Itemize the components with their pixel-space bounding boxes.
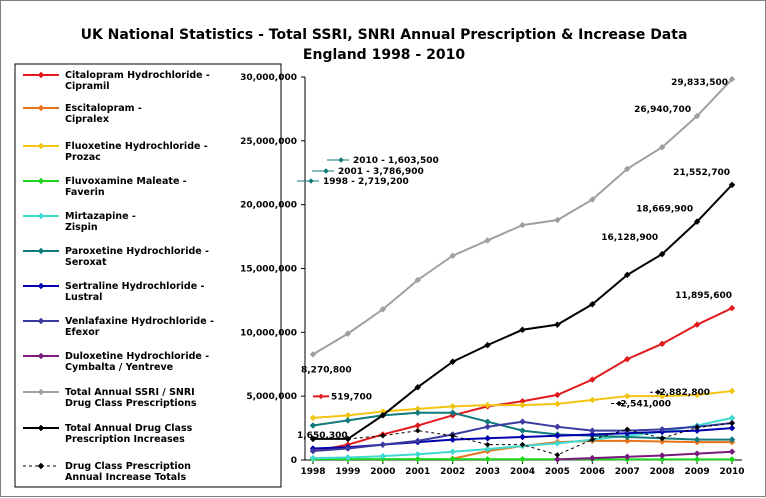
data-point xyxy=(659,453,665,459)
x-tick-label: 2007 xyxy=(615,467,640,477)
data-point xyxy=(520,456,526,462)
annotation-marker xyxy=(309,179,314,184)
data-point xyxy=(729,456,735,462)
chart-subtitle: England 1998 - 2010 xyxy=(303,47,465,63)
chart-title: UK National Statistics - Total SSRI, SNR… xyxy=(81,27,688,43)
annotation-label: 2,882,800 xyxy=(659,388,710,398)
data-point xyxy=(485,237,491,243)
series-group xyxy=(310,76,735,462)
annotation-label: 26,940,700 xyxy=(634,105,691,115)
series-10 xyxy=(310,76,735,357)
x-tick-label: 2010 xyxy=(719,467,744,477)
data-point xyxy=(450,449,456,455)
annotation-label: 1998 - 2,719,200 xyxy=(323,177,409,187)
data-point xyxy=(554,392,560,398)
x-tick-label: 2006 xyxy=(580,467,605,477)
axes: 0 5,000,000 10,000,000 15,000,000 20,000,000… xyxy=(240,73,744,477)
data-point xyxy=(345,417,351,423)
data-point xyxy=(729,449,735,455)
data-point xyxy=(520,222,526,228)
data-point xyxy=(555,452,560,457)
annotation-marker xyxy=(324,169,329,174)
data-point xyxy=(450,403,456,409)
x-tick-label: 2000 xyxy=(370,467,395,477)
data-point xyxy=(380,442,386,448)
data-point xyxy=(624,393,630,399)
annotation-label: 21,552,700 xyxy=(673,168,730,178)
data-point xyxy=(415,451,421,457)
data-point xyxy=(554,424,560,430)
annotation-label: 29,833,500 xyxy=(671,78,728,88)
annotation-marker xyxy=(319,394,324,399)
data-point xyxy=(310,423,316,429)
data-point xyxy=(694,456,700,462)
annotation-marker xyxy=(339,158,344,163)
data-point xyxy=(520,402,526,408)
x-tick-label: 1999 xyxy=(335,467,360,477)
series-line xyxy=(313,79,732,354)
data-point xyxy=(485,442,490,447)
data-point xyxy=(589,397,595,403)
data-point xyxy=(694,451,700,457)
y-tick-label: 15,000,000 xyxy=(240,265,297,275)
data-point xyxy=(415,410,421,416)
x-tick-label: 2005 xyxy=(545,467,570,477)
y-tick-label: 25,000,000 xyxy=(240,137,297,147)
data-point xyxy=(450,456,456,462)
data-point xyxy=(589,428,595,434)
data-point xyxy=(415,428,420,433)
annotation-label: 2010 - 1,603,500 xyxy=(353,156,439,166)
annotation-label: 2001 - 3,786,900 xyxy=(338,167,424,177)
annotation-label: 11,895,600 xyxy=(675,291,732,301)
data-point xyxy=(520,434,526,440)
data-point xyxy=(485,435,491,441)
x-tick-label: 2003 xyxy=(475,467,500,477)
x-tick-label: 2001 xyxy=(405,467,430,477)
data-point xyxy=(520,428,526,434)
x-tick-label: 2009 xyxy=(685,467,710,477)
data-point xyxy=(310,415,316,421)
series-line xyxy=(557,452,732,460)
x-tick-label: 2004 xyxy=(510,467,535,477)
annotation-label: 18,669,900 xyxy=(636,205,693,215)
annotation-label: 2,541,000 xyxy=(620,400,671,410)
y-tick-label: 5,000,000 xyxy=(246,392,297,402)
data-point xyxy=(554,401,560,407)
annotation-label: 519,700 xyxy=(331,392,372,402)
annotation-label: 1,650,300 xyxy=(297,431,348,441)
y-tick-label: 0 xyxy=(291,456,297,466)
annotation-label: 16,128,900 xyxy=(601,233,658,243)
data-point xyxy=(485,456,491,462)
annotations: 29,833,500 26,940,700 21,552,700 2,882,800 1… xyxy=(297,78,732,441)
x-tick-label: 2002 xyxy=(440,467,465,477)
annotation-label: 8,270,800 xyxy=(301,365,352,375)
x-tick-label: 1998 xyxy=(300,467,325,477)
x-tick-label: 2008 xyxy=(650,467,675,477)
data-point xyxy=(485,424,491,430)
data-point xyxy=(729,388,735,394)
y-tick-label: 10,000,000 xyxy=(240,328,297,338)
data-point xyxy=(520,419,526,425)
y-tick-label: 30,000,000 xyxy=(240,73,297,83)
y-tick-label: 20,000,000 xyxy=(240,201,297,211)
data-point xyxy=(415,423,421,429)
data-point xyxy=(520,327,526,333)
